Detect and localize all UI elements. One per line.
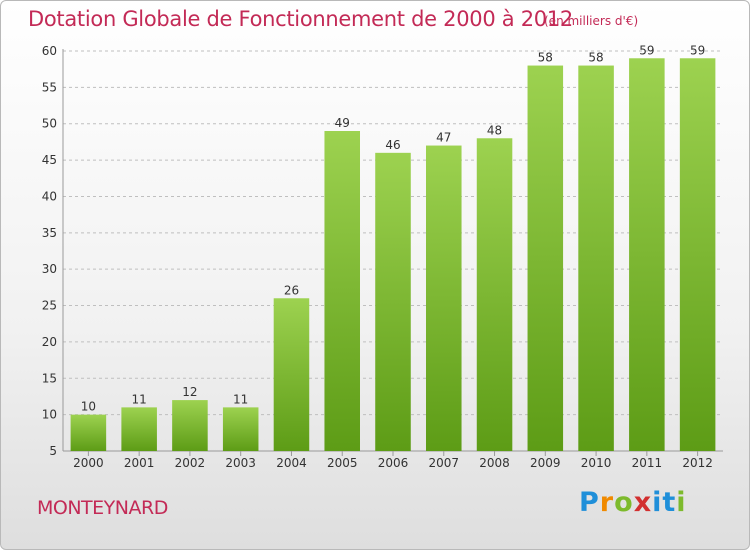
data-label: 26 bbox=[284, 283, 299, 297]
y-tick-label: 10 bbox=[42, 408, 57, 422]
bar bbox=[578, 65, 614, 451]
y-tick-label: 60 bbox=[42, 44, 57, 58]
data-labels: 10 11 12 11 26 49 46 47 48 58 58 59 59 bbox=[81, 43, 706, 413]
bar bbox=[324, 131, 360, 451]
y-tick-label: 35 bbox=[42, 226, 57, 240]
x-tick-label: 2007 bbox=[428, 456, 459, 470]
data-label: 11 bbox=[132, 392, 147, 406]
x-tick-label: 2006 bbox=[378, 456, 409, 470]
chart-unit-note: (en milliers d'€) bbox=[544, 14, 639, 28]
data-label: 46 bbox=[385, 138, 400, 152]
y-tick-label: 20 bbox=[42, 335, 57, 349]
data-label: 48 bbox=[487, 123, 502, 137]
x-tick-label: 2004 bbox=[276, 456, 307, 470]
bar bbox=[426, 145, 462, 451]
x-tick-label: 2001 bbox=[124, 456, 155, 470]
x-tick-label: 2000 bbox=[73, 456, 104, 470]
x-tick-label: 2005 bbox=[327, 456, 358, 470]
bar bbox=[121, 407, 157, 451]
x-tick-label: 2008 bbox=[479, 456, 510, 470]
bar bbox=[222, 407, 259, 451]
bar bbox=[70, 414, 107, 451]
x-tick-label: 2009 bbox=[530, 456, 561, 470]
commune-name: MONTEYNARD bbox=[37, 497, 168, 519]
data-label: 49 bbox=[335, 116, 350, 130]
y-tick-label: 40 bbox=[42, 189, 57, 203]
proxiti-logo[interactable]: Proxiti bbox=[579, 487, 687, 518]
data-label: 12 bbox=[182, 385, 197, 399]
bars bbox=[70, 58, 716, 452]
data-label: 59 bbox=[639, 43, 654, 57]
chart-title: Dotation Globale de Fonctionnement de 20… bbox=[28, 7, 573, 31]
tick-labels: 5 10 15 20 25 30 35 40 45 50 55 60 2000 2001 2002 2003 2… bbox=[42, 44, 713, 470]
data-label: 58 bbox=[588, 51, 603, 65]
y-tick-label: 15 bbox=[42, 371, 57, 385]
x-tick-label: 2012 bbox=[682, 456, 713, 470]
y-tick-label: 45 bbox=[42, 153, 57, 167]
bar bbox=[527, 65, 564, 451]
bar bbox=[629, 58, 665, 451]
bar bbox=[172, 400, 208, 451]
data-label: 58 bbox=[538, 51, 553, 65]
bar bbox=[476, 138, 513, 452]
y-tick-label: 30 bbox=[42, 262, 57, 276]
x-tick-label: 2003 bbox=[225, 456, 256, 470]
bar bbox=[679, 58, 716, 451]
x-tick-label: 2010 bbox=[581, 456, 612, 470]
data-label: 47 bbox=[436, 131, 451, 145]
x-tick-label: 2002 bbox=[175, 456, 206, 470]
y-tick-label: 5 bbox=[49, 444, 57, 458]
data-label: 59 bbox=[690, 43, 705, 57]
data-label: 11 bbox=[233, 392, 248, 406]
y-tick-label: 55 bbox=[42, 80, 57, 94]
y-tick-label: 50 bbox=[42, 117, 57, 131]
data-label: 10 bbox=[81, 400, 96, 414]
y-tick-label: 25 bbox=[42, 299, 57, 313]
bar bbox=[375, 152, 411, 451]
x-tick-label: 2011 bbox=[632, 456, 663, 470]
bar bbox=[273, 298, 310, 451]
